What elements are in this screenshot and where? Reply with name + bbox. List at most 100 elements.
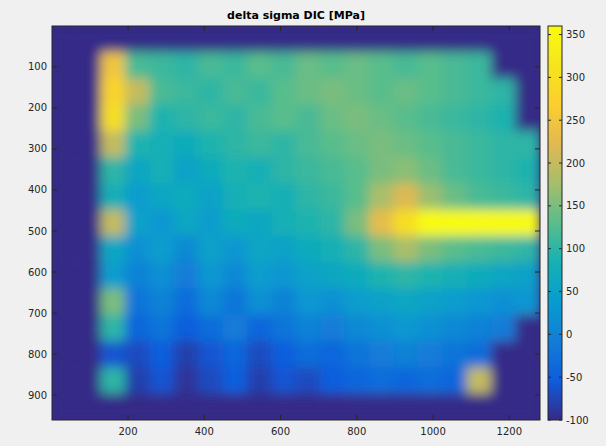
heatmap-cell xyxy=(174,262,199,289)
heatmap-cell xyxy=(418,236,443,263)
title: delta sigma DIC [MPa] xyxy=(227,9,365,22)
x-tick xyxy=(280,26,281,31)
y-tick xyxy=(535,354,540,355)
heatmap-cell xyxy=(52,394,77,420)
heatmap-cell xyxy=(76,131,101,158)
y-tick xyxy=(535,313,540,314)
heatmap-cell xyxy=(491,105,516,132)
heatmap-cell xyxy=(320,262,345,289)
heatmap-cell xyxy=(247,157,272,184)
heatmap-cell xyxy=(345,105,370,132)
colorbar-tick-label: 100 xyxy=(566,243,585,254)
colorbar-tick xyxy=(548,205,551,206)
heatmap-cell xyxy=(418,105,443,132)
heatmap-cell xyxy=(125,52,150,79)
heatmap-cell xyxy=(247,105,272,132)
heatmap-cell xyxy=(296,394,321,420)
colorbar-tick xyxy=(559,163,562,164)
heatmap-cell xyxy=(223,52,248,79)
y-tick xyxy=(52,148,57,149)
heatmap-cell xyxy=(198,262,223,289)
heatmap-cell xyxy=(174,315,199,342)
heatmap-cell xyxy=(345,183,370,210)
heatmap-cell xyxy=(320,394,345,420)
y-tick-label: 100 xyxy=(28,61,47,72)
heatmap-cell xyxy=(491,236,516,263)
y-tick xyxy=(52,107,57,108)
heatmap-cell xyxy=(345,236,370,263)
plot-background xyxy=(52,26,540,420)
colorbar-tick-label: -50 xyxy=(566,372,582,383)
heatmap-cell xyxy=(369,341,394,368)
heatmap-cell xyxy=(393,236,418,263)
colorbar-tick xyxy=(559,120,562,121)
x-tick xyxy=(356,26,357,31)
heatmap-cell xyxy=(101,105,126,132)
y-tick-label: 400 xyxy=(28,184,47,195)
heatmap-cell xyxy=(393,210,418,237)
heatmap-cell xyxy=(467,26,492,53)
heatmap-cell xyxy=(393,26,418,53)
heatmap-cell xyxy=(393,183,418,210)
heatmap-cell xyxy=(149,105,174,132)
heatmap-cell xyxy=(467,262,492,289)
heatmap-cell xyxy=(76,262,101,289)
heatmap-cell xyxy=(174,26,199,53)
heatmap-cell xyxy=(418,52,443,79)
heatmap-cell xyxy=(467,341,492,368)
heatmap-cell xyxy=(198,52,223,79)
heatmap-cell xyxy=(125,26,150,53)
y-tick xyxy=(52,231,57,232)
heatmap-cell xyxy=(52,236,77,263)
heatmap-cell xyxy=(393,52,418,79)
heatmap-cell xyxy=(345,367,370,394)
y-tick xyxy=(535,189,540,190)
colorbar-tick-label: 350 xyxy=(566,29,585,40)
heatmap-cell xyxy=(320,105,345,132)
heatmap-cell xyxy=(369,183,394,210)
heatmap-cell xyxy=(442,52,467,79)
heatmap-cell xyxy=(247,131,272,158)
heatmap-cell xyxy=(345,78,370,105)
x-tick xyxy=(433,415,434,420)
heatmap-cell xyxy=(515,367,540,394)
heatmap-cell xyxy=(76,105,101,132)
heatmap-cell xyxy=(174,341,199,368)
heatmap-cell xyxy=(247,236,272,263)
heatmap-cell xyxy=(271,52,296,79)
heatmap-cell xyxy=(198,210,223,237)
heatmap-cell xyxy=(467,210,492,237)
heatmap-cell xyxy=(467,105,492,132)
y-tick xyxy=(52,395,57,396)
heatmap-cell xyxy=(320,367,345,394)
x-tick-label: 1200 xyxy=(497,426,522,437)
heatmap-cell xyxy=(467,236,492,263)
colorbar-tick xyxy=(559,34,562,35)
heatmap-cell xyxy=(369,315,394,342)
heatmap-cell xyxy=(369,236,394,263)
heatmap-cell xyxy=(296,26,321,53)
heatmap-cell xyxy=(345,315,370,342)
heatmap-cell xyxy=(418,183,443,210)
heatmap-cell xyxy=(467,131,492,158)
heatmap-cell xyxy=(101,52,126,79)
heatmap-cell xyxy=(198,394,223,420)
x-tick xyxy=(128,26,129,31)
heatmap-cell xyxy=(125,394,150,420)
heatmap-cell xyxy=(393,105,418,132)
y-tick xyxy=(535,395,540,396)
colorbar-tick xyxy=(559,205,562,206)
heatmap-cell xyxy=(52,105,77,132)
heatmap-cell xyxy=(52,262,77,289)
heatmap-cell xyxy=(345,341,370,368)
heatmap-cell xyxy=(369,157,394,184)
heatmap-cell xyxy=(467,183,492,210)
heatmap-cell xyxy=(174,105,199,132)
heatmap-cell xyxy=(76,52,101,79)
heatmap-cell xyxy=(76,210,101,237)
heatmap-cell xyxy=(52,78,77,105)
colorbar-tick xyxy=(559,291,562,292)
heatmap-cell xyxy=(320,315,345,342)
heatmap-cell xyxy=(223,236,248,263)
heatmap-cell xyxy=(296,210,321,237)
